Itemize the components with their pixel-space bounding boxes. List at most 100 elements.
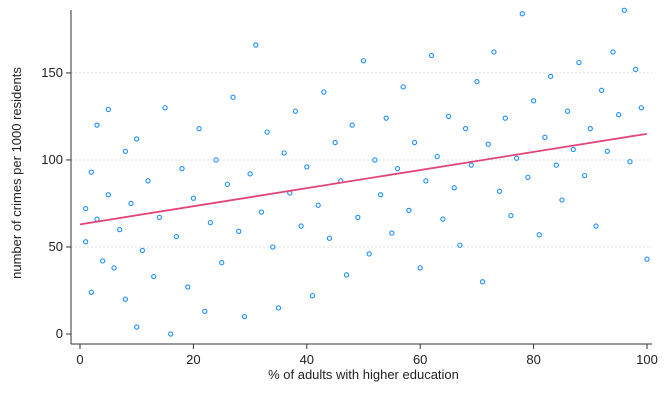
data-point — [468, 162, 474, 168]
data-point — [610, 49, 616, 55]
data-point — [644, 256, 650, 262]
data-point — [326, 235, 333, 241]
fit-line — [79, 132, 648, 226]
data-point — [213, 157, 219, 163]
data-point — [587, 125, 593, 132]
data-point — [190, 195, 197, 201]
points-layer — [83, 7, 650, 337]
data-point — [581, 172, 588, 179]
data-point — [258, 209, 265, 215]
data-point — [479, 279, 486, 285]
data-point — [394, 165, 401, 172]
data-point — [270, 244, 276, 250]
data-point — [576, 59, 582, 66]
data-point — [168, 331, 174, 337]
data-point — [264, 129, 270, 135]
data-point — [111, 265, 117, 271]
labels-layer: 0 50 100 150 0 20 40 60 80 100 % of adults with hi… — [9, 65, 658, 382]
data-point — [134, 324, 140, 330]
data-point — [513, 155, 520, 161]
data-point — [100, 258, 106, 264]
y-tick-label: 50 — [49, 239, 63, 254]
data-point — [633, 66, 639, 73]
data-point — [491, 49, 497, 55]
data-point — [83, 239, 89, 245]
data-point — [230, 94, 236, 100]
data-point — [417, 265, 423, 271]
data-point — [224, 181, 231, 187]
data-point — [332, 139, 338, 146]
data-point — [508, 212, 514, 219]
data-point — [638, 105, 644, 111]
axes-layer — [66, 10, 652, 349]
data-point — [570, 146, 576, 153]
data-point — [564, 108, 571, 114]
data-point — [151, 273, 157, 280]
grid-layer — [71, 72, 652, 248]
data-point — [434, 153, 440, 160]
data-point — [428, 52, 435, 59]
y-tick-label: 100 — [41, 152, 63, 167]
data-point — [400, 84, 406, 90]
data-point — [553, 162, 559, 168]
data-point — [156, 214, 163, 221]
data-point — [366, 251, 372, 257]
data-point — [372, 157, 378, 163]
y-axis-title: number of crimes per 1000 residents — [9, 67, 24, 279]
data-point — [128, 200, 134, 207]
data-point — [547, 73, 554, 80]
data-point — [457, 242, 463, 248]
data-point — [445, 113, 452, 120]
data-point — [236, 228, 242, 234]
data-point — [360, 58, 367, 64]
y-tick-label: 150 — [41, 65, 63, 80]
data-point — [349, 122, 355, 128]
x-tick-label: 80 — [526, 352, 540, 367]
data-point — [525, 174, 531, 181]
x-axis-title: % of adults with higher education — [268, 367, 459, 382]
data-point — [593, 223, 599, 229]
data-point — [315, 202, 321, 208]
data-point — [145, 178, 151, 184]
data-point — [627, 159, 633, 165]
data-point — [196, 125, 202, 132]
data-point — [281, 150, 287, 156]
data-point — [519, 11, 525, 17]
data-point — [88, 169, 94, 175]
y-tick-label: 0 — [56, 326, 63, 341]
data-point — [253, 42, 259, 48]
data-point — [383, 115, 389, 121]
data-point — [207, 219, 214, 226]
x-tick-label: 20 — [186, 352, 200, 367]
x-tick-label: 0 — [76, 352, 83, 367]
data-point — [598, 87, 605, 93]
data-point — [292, 108, 299, 114]
data-point — [94, 122, 100, 128]
data-point — [496, 188, 503, 194]
data-point — [321, 89, 327, 95]
data-point — [139, 247, 146, 254]
data-point — [83, 206, 89, 212]
data-point — [88, 289, 94, 295]
data-point — [377, 192, 384, 198]
data-point — [162, 105, 168, 111]
fit-layer — [79, 132, 648, 226]
data-point — [179, 165, 185, 172]
data-point — [559, 197, 565, 203]
data-point — [247, 171, 253, 177]
data-point — [604, 148, 610, 154]
data-point — [117, 226, 123, 233]
data-point — [542, 134, 548, 140]
data-point — [122, 148, 129, 154]
data-point — [134, 136, 140, 142]
data-point — [105, 106, 111, 113]
data-point — [343, 272, 350, 278]
data-point — [219, 259, 225, 266]
data-point — [105, 192, 111, 198]
data-point — [530, 98, 537, 104]
data-point — [411, 139, 418, 146]
data-point — [202, 308, 208, 315]
data-point — [298, 223, 304, 229]
x-tick-label: 40 — [300, 352, 314, 367]
